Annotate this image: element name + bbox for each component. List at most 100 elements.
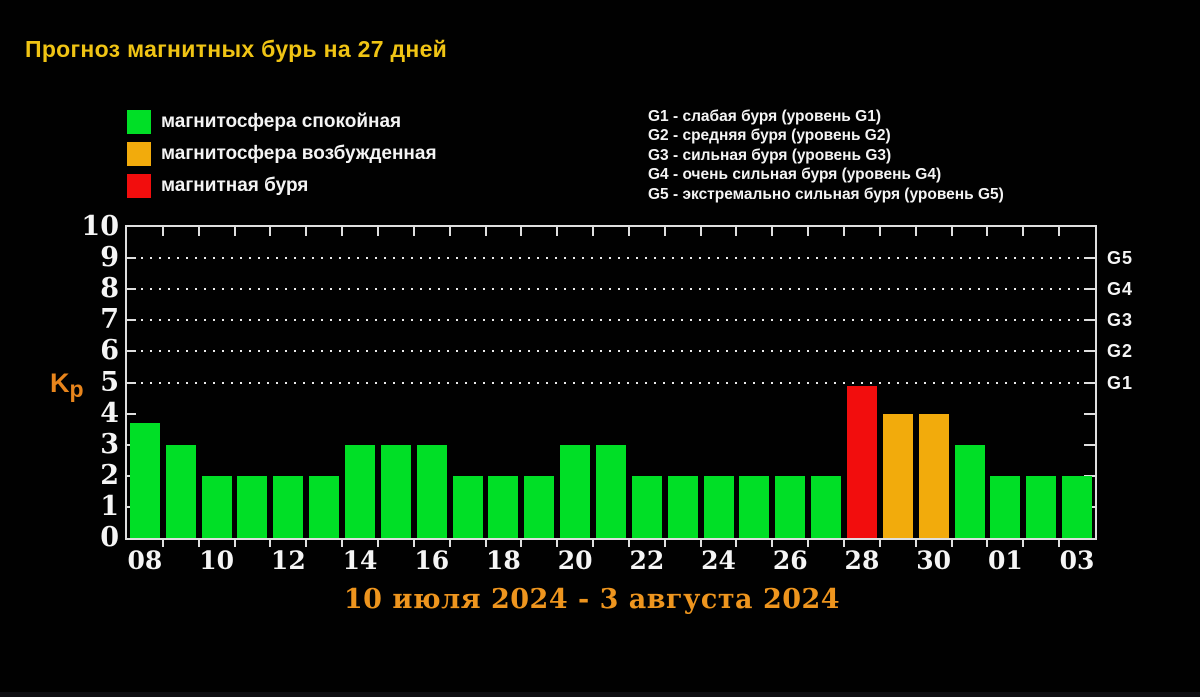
kp-label-text: K <box>50 368 70 398</box>
bottom-axis-tick <box>592 540 595 547</box>
top-axis-tick <box>484 227 487 236</box>
top-axis-tick <box>878 227 881 236</box>
top-axis-tick <box>161 227 164 236</box>
bottom-axis-tick <box>161 540 164 547</box>
left-axis-tick-6 <box>127 350 136 353</box>
left-axis-tick-4 <box>127 412 136 415</box>
legend-swatch-quiet <box>127 110 151 134</box>
x-tick-label-01: 01 <box>987 546 1023 575</box>
kp-bar-day-29 <box>882 413 913 538</box>
y-tick-label-7: 7 <box>100 304 119 336</box>
kp-bar-day-19 <box>524 475 555 538</box>
top-axis-tick <box>663 227 666 236</box>
top-axis-tick <box>341 227 344 236</box>
legend-label-storm: магнитная буря <box>161 175 309 196</box>
kp-bar-day-30 <box>918 413 949 538</box>
x-tick-label-14: 14 <box>342 546 378 575</box>
bottom-axis-tick <box>484 540 487 547</box>
top-axis-tick <box>305 227 308 236</box>
bottom-axis-tick <box>1022 540 1025 547</box>
y-tick-label-8: 8 <box>100 273 119 305</box>
y-tick-label-9: 9 <box>100 242 119 274</box>
gridline-kp6 <box>132 350 1090 353</box>
right-axis-tick-4 <box>1084 412 1095 415</box>
left-axis-tick-5 <box>127 381 136 384</box>
kp-bar-day-08 <box>129 422 160 538</box>
top-axis-tick <box>592 227 595 236</box>
right-axis-label-g2: G2 <box>1107 341 1134 362</box>
gridline-kp7 <box>132 319 1090 322</box>
top-axis-tick <box>771 227 774 236</box>
top-axis-tick <box>376 227 379 236</box>
bottom-axis-tick <box>233 540 236 547</box>
kp-bar-day-25 <box>739 475 770 538</box>
top-axis-tick <box>735 227 738 236</box>
kp-bar-day-09 <box>165 444 196 538</box>
y-tick-label-3: 3 <box>100 428 119 460</box>
kp-bar-day-01 <box>990 475 1021 538</box>
y-tick-label-10: 10 <box>81 211 119 242</box>
bottom-axis-tick <box>986 540 989 547</box>
top-axis-tick <box>807 227 810 236</box>
x-tick-label-24: 24 <box>701 546 736 575</box>
top-axis-tick <box>520 227 523 236</box>
left-axis-tick-7 <box>127 319 136 322</box>
kp-bar-day-13 <box>309 475 340 538</box>
right-axis-label-g4: G4 <box>1107 279 1134 300</box>
kp-bar-day-21 <box>596 444 626 538</box>
kp-bar-day-20 <box>560 444 591 538</box>
bottom-axis-tick <box>412 540 415 547</box>
right-axis-tick-9 <box>1084 257 1095 260</box>
top-axis-tick <box>950 227 953 236</box>
right-axis-label-g1: G1 <box>1107 372 1134 393</box>
kp-label-text: p <box>69 376 84 402</box>
x-tick-label-03: 03 <box>1059 546 1095 575</box>
x-tick-label-10: 10 <box>199 546 235 575</box>
top-axis-tick <box>233 227 236 236</box>
bottom-axis-tick <box>699 540 702 547</box>
bottom-axis-tick <box>735 540 738 547</box>
right-axis-label-g5: G5 <box>1107 248 1134 269</box>
legend-swatch-excited <box>127 142 151 166</box>
plot-area <box>125 225 1097 547</box>
bottom-axis-tick <box>843 540 846 547</box>
x-tick-label-26: 26 <box>772 546 808 575</box>
left-axis-tick-8 <box>127 288 136 291</box>
top-axis-tick <box>197 227 200 236</box>
top-axis-tick <box>269 227 272 236</box>
storm-level-line-g2: G2 - средняя буря (уровень G2) <box>648 127 891 145</box>
kp-bar-day-03 <box>1062 475 1093 538</box>
kp-bar-day-23 <box>667 475 698 538</box>
legend-item-excited: магнитосфера возбужденная <box>127 142 437 166</box>
bottom-axis-tick <box>376 540 379 547</box>
right-axis-tick-8 <box>1084 288 1095 291</box>
kp-bar-day-02 <box>1026 475 1057 538</box>
bottom-axis-tick <box>1058 540 1061 547</box>
bottom-axis-tick <box>950 540 953 547</box>
x-tick-label-22: 22 <box>629 546 665 575</box>
y-tick-label-6: 6 <box>100 335 119 367</box>
gridline-kp8 <box>132 288 1090 291</box>
kp-bar-day-12 <box>273 475 304 538</box>
kp-bar-day-26 <box>775 475 806 538</box>
top-axis-tick <box>986 227 989 236</box>
kp-bar-day-15 <box>380 444 411 538</box>
top-axis-tick <box>556 227 559 236</box>
kp-bar-day-10 <box>201 475 232 538</box>
chart-title: Прогноз магнитных бурь на 27 дней <box>25 36 448 62</box>
storm-level-line-g1: G1 - слабая буря (уровень G1) <box>648 108 881 125</box>
storm-level-line-g5: G5 - экстремально сильная буря (уровень … <box>648 185 1004 203</box>
y-tick-label-2: 2 <box>100 459 119 491</box>
x-tick-label-20: 20 <box>557 546 593 575</box>
right-axis-label-g3: G3 <box>1107 310 1134 331</box>
bottom-axis-tick <box>556 540 559 547</box>
kp-bar-day-28 <box>846 385 877 538</box>
kp-bar-day-14 <box>345 444 376 538</box>
right-axis-tick-6 <box>1084 350 1095 353</box>
top-axis-tick <box>448 227 451 236</box>
bottom-axis-tick <box>448 540 451 547</box>
kp-bar-day-27 <box>811 475 842 538</box>
top-axis-tick <box>699 227 702 236</box>
y-tick-label-4: 4 <box>100 397 119 429</box>
bottom-axis-tick <box>305 540 308 547</box>
